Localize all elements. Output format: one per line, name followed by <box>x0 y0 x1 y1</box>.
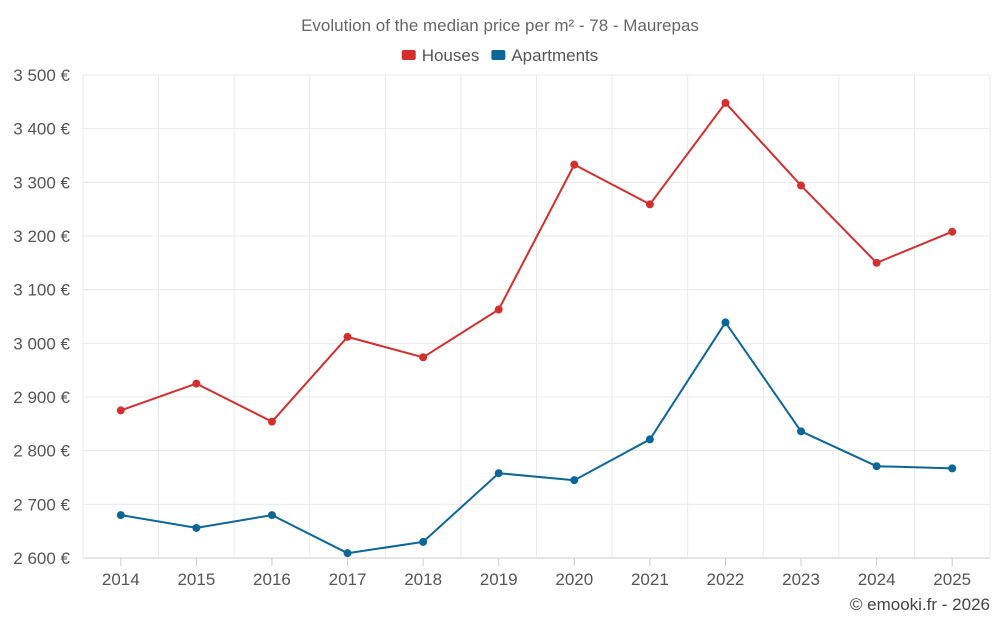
x-tick-label: 2020 <box>555 570 593 589</box>
chart-grid <box>82 74 991 559</box>
chart-title: Evolution of the median price per m² - 7… <box>301 16 699 35</box>
y-tick-label: 3 000 € <box>13 334 70 353</box>
y-tick-label: 3 200 € <box>13 227 70 246</box>
series-line-houses <box>120 101 953 423</box>
y-tick-label: 3 300 € <box>13 173 70 192</box>
y-tick-label: 2 900 € <box>13 388 70 407</box>
y-tick-label: 3 500 € <box>13 66 70 85</box>
x-tick-label: 2018 <box>404 570 442 589</box>
y-tick-label: 2 600 € <box>13 549 70 568</box>
data-point-houses[interactable] <box>267 417 276 426</box>
credit-text: © emooki.fr - 2026 <box>850 595 990 614</box>
series-houses <box>116 98 957 426</box>
x-tick-label: 2019 <box>480 570 518 589</box>
y-tick-label: 3 400 € <box>13 120 70 139</box>
data-point-apartments[interactable] <box>192 523 201 532</box>
data-point-houses[interactable] <box>872 258 881 267</box>
data-point-apartments[interactable] <box>116 511 125 520</box>
data-point-apartments[interactable] <box>645 435 654 444</box>
x-tick-label: 2025 <box>933 570 971 589</box>
x-tick-label: 2014 <box>102 570 140 589</box>
chart-series <box>116 98 957 558</box>
data-point-apartments[interactable] <box>267 511 276 520</box>
x-axis: 2014 2015 2016 2017 2018 2019 2020 2021 2022 2023… <box>102 558 971 589</box>
data-point-houses[interactable] <box>948 227 957 236</box>
data-point-houses[interactable] <box>494 305 503 314</box>
chart-legend: Houses Apartments <box>401 46 598 65</box>
data-point-apartments[interactable] <box>494 469 503 478</box>
y-tick-label: 2 800 € <box>13 442 70 461</box>
legend-swatch <box>491 50 506 60</box>
data-point-houses[interactable] <box>645 200 654 209</box>
data-point-apartments[interactable] <box>343 549 352 558</box>
x-tick-label: 2016 <box>253 570 291 589</box>
legend-label: Apartments <box>511 46 598 65</box>
data-point-houses[interactable] <box>343 332 352 341</box>
data-point-apartments[interactable] <box>419 537 428 546</box>
data-point-apartments[interactable] <box>570 476 579 485</box>
data-point-houses[interactable] <box>570 160 579 169</box>
x-tick-label: 2023 <box>782 570 820 589</box>
y-tick-label: 2 700 € <box>13 495 70 514</box>
data-point-apartments[interactable] <box>797 427 806 436</box>
x-tick-label: 2022 <box>707 570 745 589</box>
series-line-apartments <box>120 321 953 555</box>
legend-item-apartments[interactable]: Apartments <box>491 46 598 65</box>
data-point-houses[interactable] <box>192 379 201 388</box>
data-point-houses[interactable] <box>797 181 806 190</box>
data-point-apartments[interactable] <box>721 318 730 327</box>
legend-swatch <box>401 50 416 60</box>
x-tick-label: 2024 <box>858 570 896 589</box>
x-tick-label: 2017 <box>329 570 367 589</box>
series-apartments <box>116 318 957 558</box>
y-tick-label: 3 100 € <box>13 281 70 300</box>
x-tick-label: 2021 <box>631 570 669 589</box>
data-point-apartments[interactable] <box>872 462 881 471</box>
legend-item-houses[interactable]: Houses <box>401 46 480 65</box>
data-point-houses[interactable] <box>116 406 125 415</box>
data-point-apartments[interactable] <box>948 464 957 473</box>
y-axis: 2 600 € 2 700 € 2 800 € 2 900 € 3 000 € 3 100… <box>13 66 70 568</box>
legend-label: Houses <box>422 46 480 65</box>
x-tick-label: 2015 <box>177 570 215 589</box>
data-point-houses[interactable] <box>721 98 730 107</box>
data-point-houses[interactable] <box>419 353 428 362</box>
